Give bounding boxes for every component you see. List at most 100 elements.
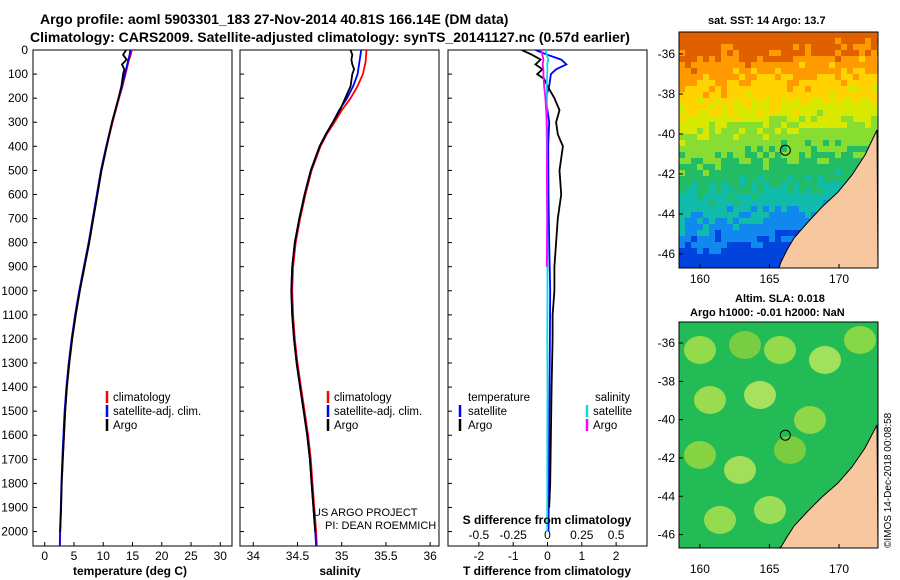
sst-cell	[709, 176, 715, 182]
x-tick-label: -2	[474, 549, 485, 563]
sst-cell	[757, 50, 763, 56]
sst-cell	[739, 104, 745, 110]
sst-cell	[781, 176, 787, 182]
sst-cell	[691, 38, 697, 44]
sst-cell	[841, 158, 847, 164]
sst-cell	[709, 140, 715, 146]
sst-cell	[691, 266, 697, 268]
sst-cell	[751, 236, 757, 242]
sst-cell	[733, 140, 739, 146]
sst-cell	[787, 158, 793, 164]
sst-cell	[763, 80, 769, 86]
salinity-x-axis: 34 34.5 35 35.5 36	[247, 542, 437, 563]
sst-cell	[787, 170, 793, 176]
sst-cell	[697, 260, 703, 266]
sst-cell	[733, 212, 739, 218]
sst-cell	[787, 68, 793, 74]
series-satellite-adj-clim-	[290, 50, 363, 546]
sst-cell	[745, 206, 751, 212]
sst-cell	[859, 134, 865, 140]
sst-cell	[721, 218, 727, 224]
sst-cell	[781, 248, 787, 254]
sst-cell	[679, 242, 685, 248]
sst-cell	[823, 110, 829, 116]
sst-cell	[781, 56, 787, 62]
sst-cell	[745, 134, 751, 140]
sst-cell	[841, 32, 847, 38]
sst-cell	[769, 134, 775, 140]
sst-cell	[709, 122, 715, 128]
sst-cell	[739, 110, 745, 116]
sst-cell	[739, 122, 745, 128]
sst-cell	[721, 110, 727, 116]
sst-cell	[793, 116, 799, 122]
sst-cell	[721, 98, 727, 104]
sst-cell	[733, 236, 739, 242]
sst-cell	[781, 110, 787, 116]
sst-cell	[757, 74, 763, 80]
sst-cell	[847, 32, 853, 38]
sst-cell	[823, 188, 829, 194]
sst-cell	[739, 260, 745, 266]
sst-cell	[721, 230, 727, 236]
sst-cell	[793, 56, 799, 62]
sst-cell	[793, 164, 799, 170]
sst-cell	[745, 44, 751, 50]
sst-cell	[697, 74, 703, 80]
sst-cell	[697, 62, 703, 68]
sst-cell	[721, 188, 727, 194]
sst-cell	[841, 176, 847, 182]
sst-cell	[781, 74, 787, 80]
sst-cell	[721, 50, 727, 56]
sst-cell	[739, 44, 745, 50]
sst-cell	[739, 254, 745, 260]
sst-cell	[757, 224, 763, 230]
sst-cell	[841, 164, 847, 170]
depth-axis: 0 100 200 300 400 500 600 700 800 900 1000 1100 1200…	[1, 43, 452, 539]
sla-anomaly	[774, 436, 806, 464]
sst-cell	[835, 68, 841, 74]
sst-cell	[679, 140, 685, 146]
sst-cell	[805, 134, 811, 140]
sst-cell	[679, 248, 685, 254]
sst-cell	[829, 182, 835, 188]
sst-cell	[757, 68, 763, 74]
sst-cell	[697, 182, 703, 188]
sst-cell	[679, 116, 685, 122]
legend-label-s-argo: Argo	[593, 420, 617, 432]
sst-cell	[697, 176, 703, 182]
salinity-series	[290, 50, 368, 546]
sst-cell	[679, 146, 685, 152]
map-y-tick-label: -36	[658, 47, 676, 61]
sst-cell	[685, 176, 691, 182]
sst-cell	[865, 128, 871, 134]
sst-cell	[691, 110, 697, 116]
sst-cell	[751, 176, 757, 182]
sst-cell	[721, 38, 727, 44]
sst-cell	[841, 170, 847, 176]
sst-cell	[703, 134, 709, 140]
sst-cell	[841, 128, 847, 134]
sst-cell	[751, 62, 757, 68]
sst-cell	[775, 254, 781, 260]
map-y-tick-label: -42	[658, 167, 676, 181]
sst-cell	[793, 146, 799, 152]
sst-cell	[763, 170, 769, 176]
sst-cell	[817, 170, 823, 176]
sst-cell	[823, 98, 829, 104]
t-difference-xlabel: T difference from climatology	[463, 564, 631, 578]
depth-tick-label: 1600	[1, 428, 28, 442]
sst-cell	[715, 242, 721, 248]
sst-cell	[829, 98, 835, 104]
sst-cell	[817, 140, 823, 146]
sst-map-frame	[678, 31, 879, 269]
sst-cell	[853, 56, 859, 62]
sst-cell	[715, 170, 721, 176]
sst-cell	[739, 218, 745, 224]
sst-cell	[739, 248, 745, 254]
sst-cell	[829, 188, 835, 194]
sst-cell	[853, 128, 859, 134]
sst-cell	[799, 110, 805, 116]
sst-cell	[709, 182, 715, 188]
sst-cell	[775, 212, 781, 218]
